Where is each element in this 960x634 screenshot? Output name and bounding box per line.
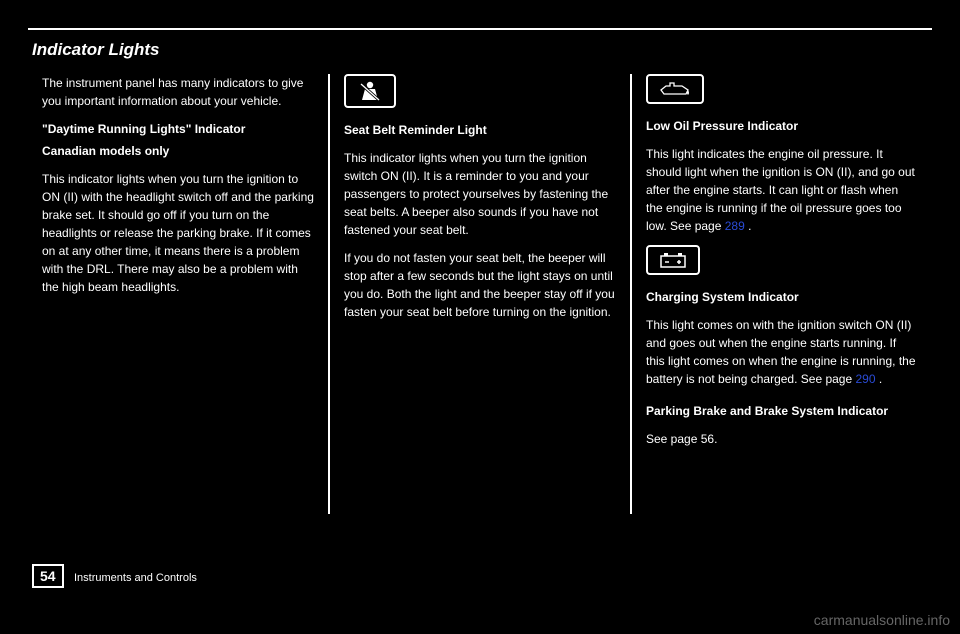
column-3: Low Oil Pressure Indicator This light in…: [630, 74, 932, 514]
column-2: Seat Belt Reminder Light This indicator …: [328, 74, 630, 514]
col3-body3: See page 56.: [646, 430, 918, 448]
top-rule: [28, 28, 932, 30]
watermark: carmanualsonline.info: [814, 612, 950, 628]
col3-heading2: Charging System Indicator: [646, 288, 918, 306]
battery-icon: [646, 245, 700, 275]
oil-pressure-icon: [646, 74, 704, 104]
col3-heading3: Parking Brake and Brake System Indicator: [646, 402, 918, 420]
col3-body2: This light comes on with the ignition sw…: [646, 316, 918, 388]
col3-body1: This light indicates the engine oil pres…: [646, 145, 918, 235]
column-1: The instrument panel has many indicators…: [28, 74, 328, 514]
content-columns: The instrument panel has many indicators…: [28, 74, 932, 514]
page-number: 54: [32, 564, 64, 588]
col1-heading-note: Canadian models only: [42, 144, 169, 158]
col2-body2: If you do not fasten your seat belt, the…: [344, 249, 616, 321]
col1-intro: The instrument panel has many indicators…: [42, 74, 314, 110]
col3-heading1: Low Oil Pressure Indicator: [646, 117, 918, 135]
col1-heading: "Daytime Running Lights" Indicator: [42, 122, 245, 136]
col1-body: This indicator lights when you turn the …: [42, 170, 314, 296]
page-link-289[interactable]: 289: [725, 219, 745, 233]
seatbelt-icon: [344, 74, 396, 108]
page-link-290[interactable]: 290: [855, 372, 875, 386]
col2-heading: Seat Belt Reminder Light: [344, 121, 616, 139]
section-label: Instruments and Controls: [74, 572, 197, 584]
col2-body1: This indicator lights when you turn the …: [344, 149, 616, 239]
page-title: Indicator Lights: [32, 40, 932, 60]
